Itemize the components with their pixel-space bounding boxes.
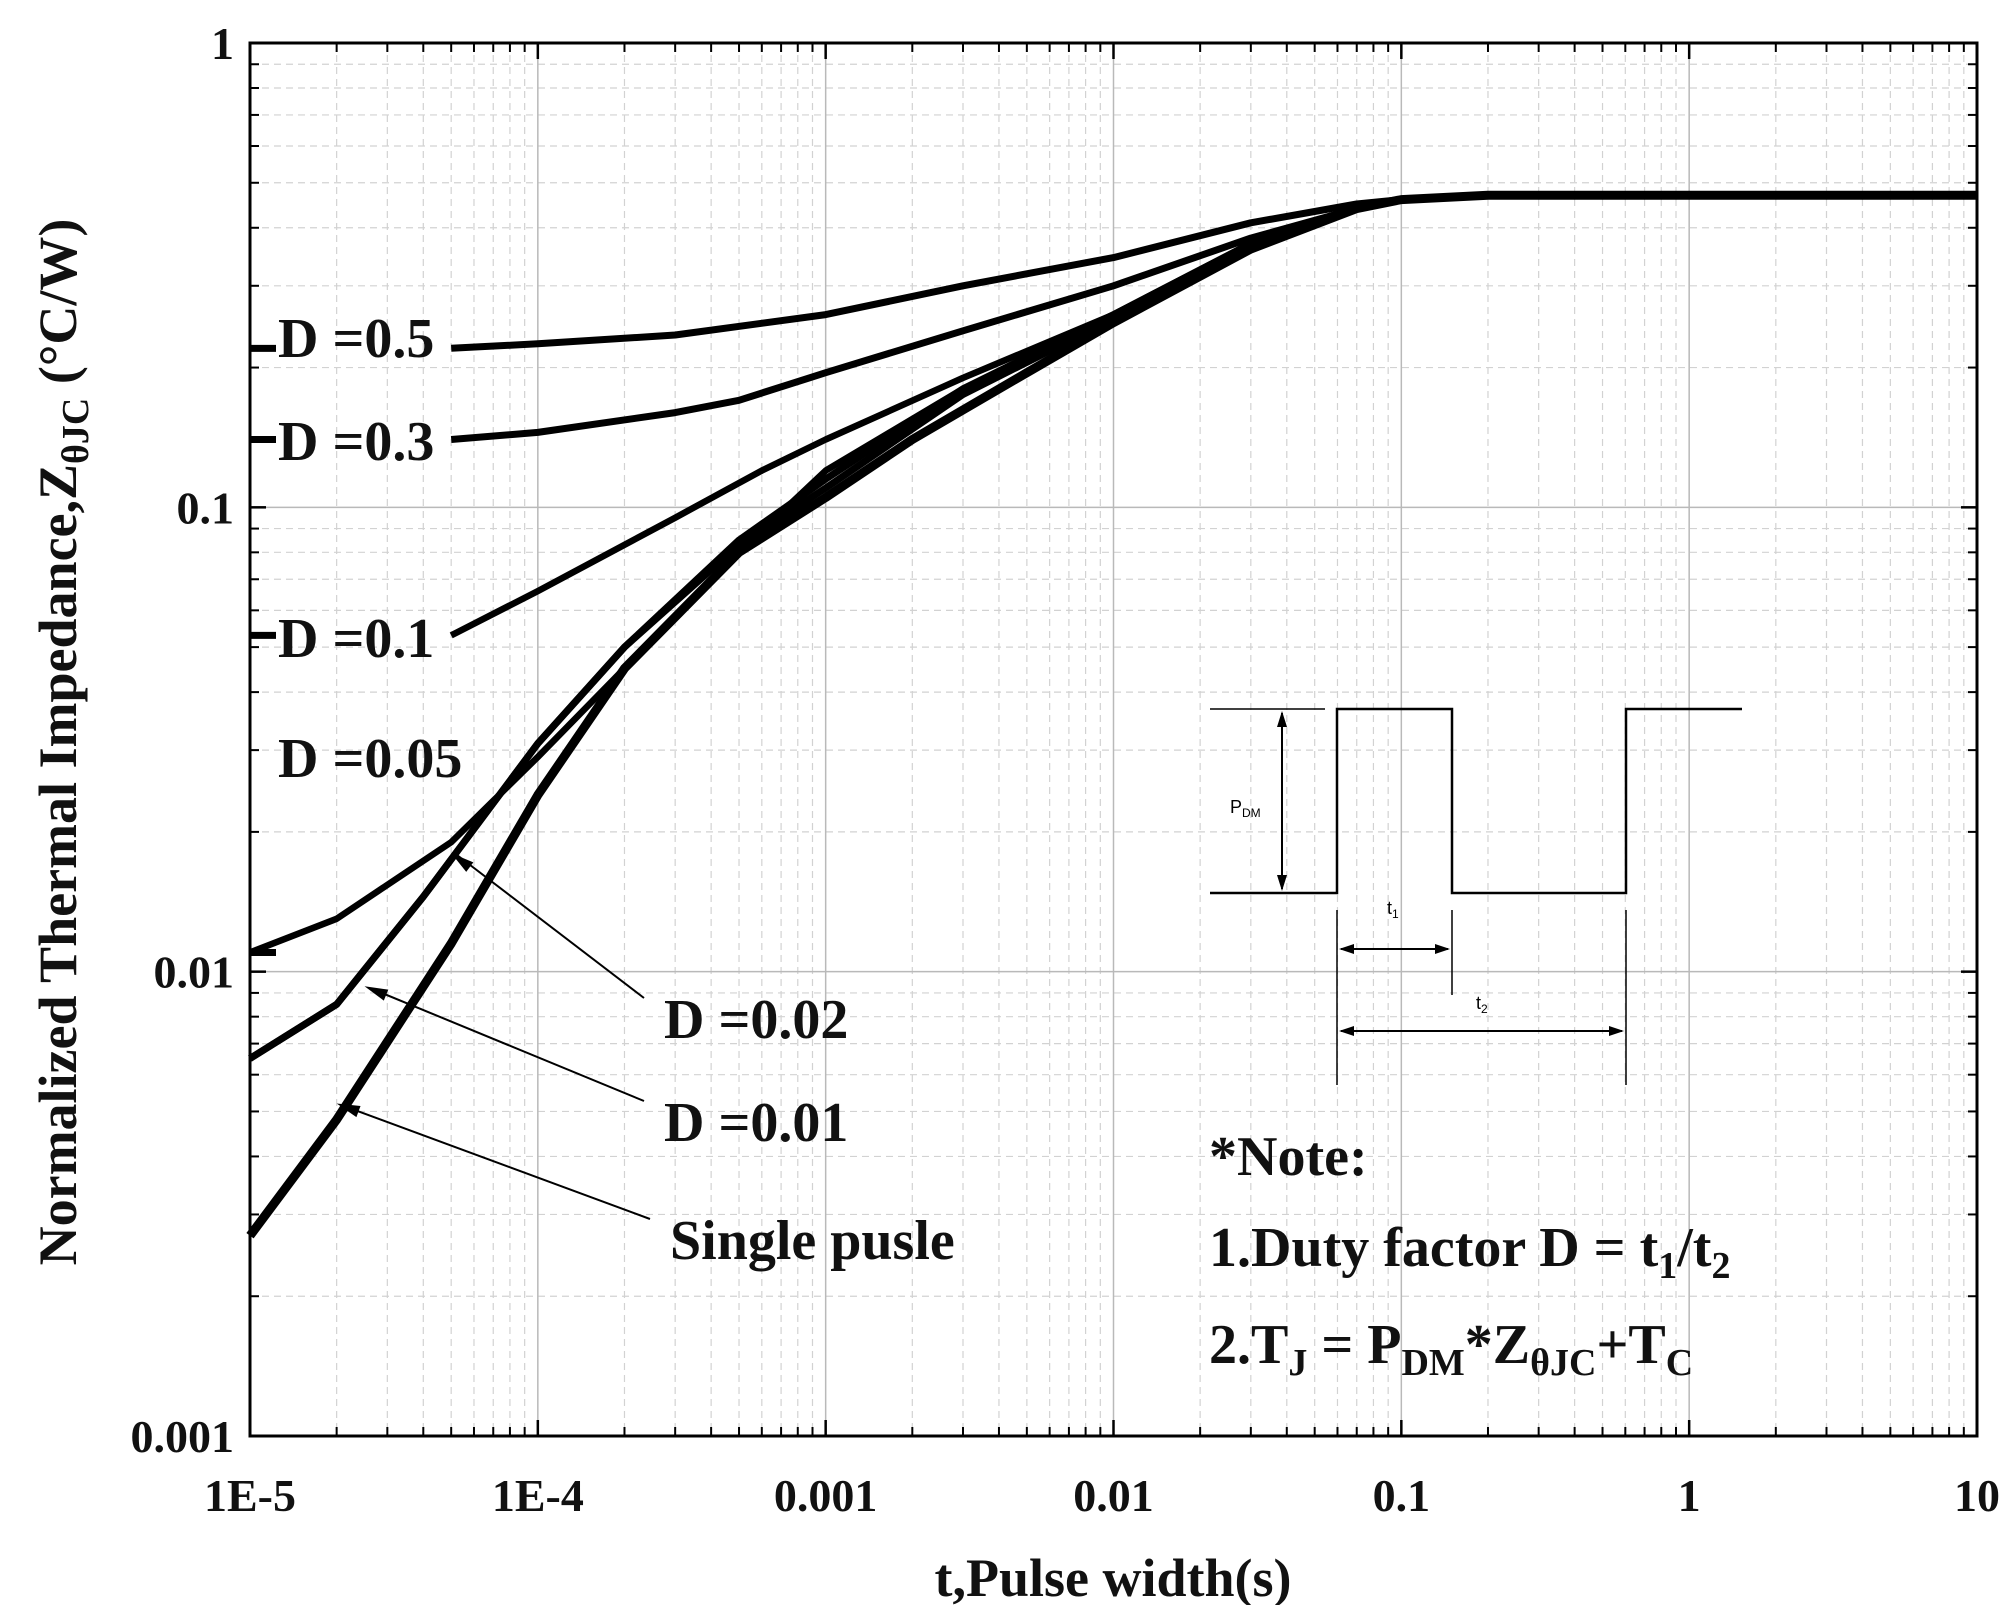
x-tick-label: 1E-4: [492, 1470, 584, 1521]
t2-arrow-right: [1609, 1026, 1624, 1036]
y-axis-title-unit: (°C/W): [28, 219, 88, 398]
y-axis-title: Normalized Thermal Impedance,ZθJC (°C/W): [28, 219, 97, 1266]
series-line-single-pusle: [246, 190, 1977, 1239]
t2-arrow-left: [1339, 1026, 1354, 1036]
inset-t2-label: t2: [1476, 993, 1488, 1016]
note-duty-factor: 1.Duty factor D = t1/t2: [1209, 1217, 1730, 1287]
pdm-arrow-top: [1277, 711, 1287, 727]
series-label-arrowhead: [336, 1103, 361, 1118]
series-label-arrow: [456, 854, 645, 999]
y-tick-label: 1: [211, 18, 234, 69]
series-label: D =0.1: [278, 608, 434, 670]
grid-layer: [249, 42, 1978, 1437]
series-label-arrow: [370, 987, 645, 1102]
t1-arrow-left: [1339, 944, 1354, 954]
series-label-arrow: [342, 1104, 651, 1220]
inset-pdm-label: PDM: [1230, 797, 1261, 820]
series-label: D =0.01: [664, 1092, 848, 1154]
series-label: D =0.02: [664, 989, 848, 1051]
y-tick-label: 0.01: [154, 947, 235, 998]
note-title: *Note:: [1209, 1126, 1368, 1188]
series-label-arrowhead: [451, 853, 474, 872]
y-axis-title-main: Normalized Thermal Impedance,Z: [28, 464, 88, 1265]
curve-layer: [246, 190, 1977, 1239]
y-axis-title-subscript: θJC: [55, 398, 97, 464]
series-label: Single pusle: [670, 1210, 955, 1272]
t1-arrow-right: [1435, 944, 1450, 954]
tick-layer: [248, 41, 1979, 1438]
x-tick-label: 1: [1678, 1470, 1701, 1521]
series-label: D =0.5: [278, 308, 434, 370]
series-label: D =0.05: [278, 728, 462, 790]
pulse-waveform: [1210, 707, 1742, 895]
label-layer: 1E-5 1E-4 0.001 0.01 0.1 1 10 0.001 0.01 0.1 1 D =0…: [131, 18, 2001, 1521]
series-label: D =0.3: [278, 411, 434, 473]
x-axis-title: t,Pulse width(s): [934, 1548, 1291, 1605]
pdm-arrow-bottom: [1277, 875, 1287, 891]
x-tick-label: 0.001: [774, 1470, 878, 1521]
series-label-arrowhead: [364, 986, 389, 1001]
y-tick-label: 0.1: [177, 482, 235, 533]
pulse-waveform-inset: [1210, 707, 1742, 1085]
x-tick-label: 0.01: [1073, 1470, 1154, 1521]
x-tick-label: 1E-5: [204, 1470, 296, 1521]
x-tick-label: 0.1: [1373, 1470, 1431, 1521]
y-tick-label: 0.001: [131, 1411, 235, 1462]
note-junction-temperature: 2.TJ = PDM*ZθJC+TC: [1209, 1314, 1693, 1384]
inset-t1-label: t1: [1387, 898, 1399, 921]
x-tick-label: 10: [1954, 1470, 2000, 1521]
